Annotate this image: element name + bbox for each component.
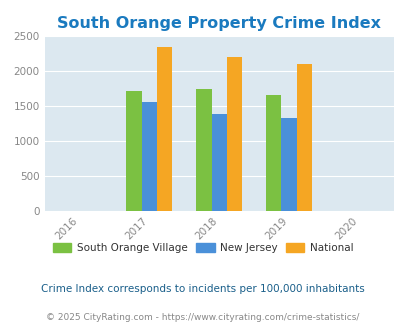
Text: © 2025 CityRating.com - https://www.cityrating.com/crime-statistics/: © 2025 CityRating.com - https://www.city… (46, 313, 359, 322)
Legend: South Orange Village, New Jersey, National: South Orange Village, New Jersey, Nation… (49, 239, 356, 257)
Bar (196, 89, 211, 211)
Title: South Orange Property Crime Index: South Orange Property Crime Index (57, 16, 380, 31)
Bar (265, 95, 281, 211)
Bar (211, 114, 226, 211)
Bar (226, 56, 242, 211)
Text: Crime Index corresponds to incidents per 100,000 inhabitants: Crime Index corresponds to incidents per… (41, 284, 364, 294)
Bar (126, 91, 141, 211)
Bar (281, 118, 296, 211)
Bar (141, 102, 157, 211)
Bar (157, 47, 172, 211)
Bar (296, 64, 311, 211)
